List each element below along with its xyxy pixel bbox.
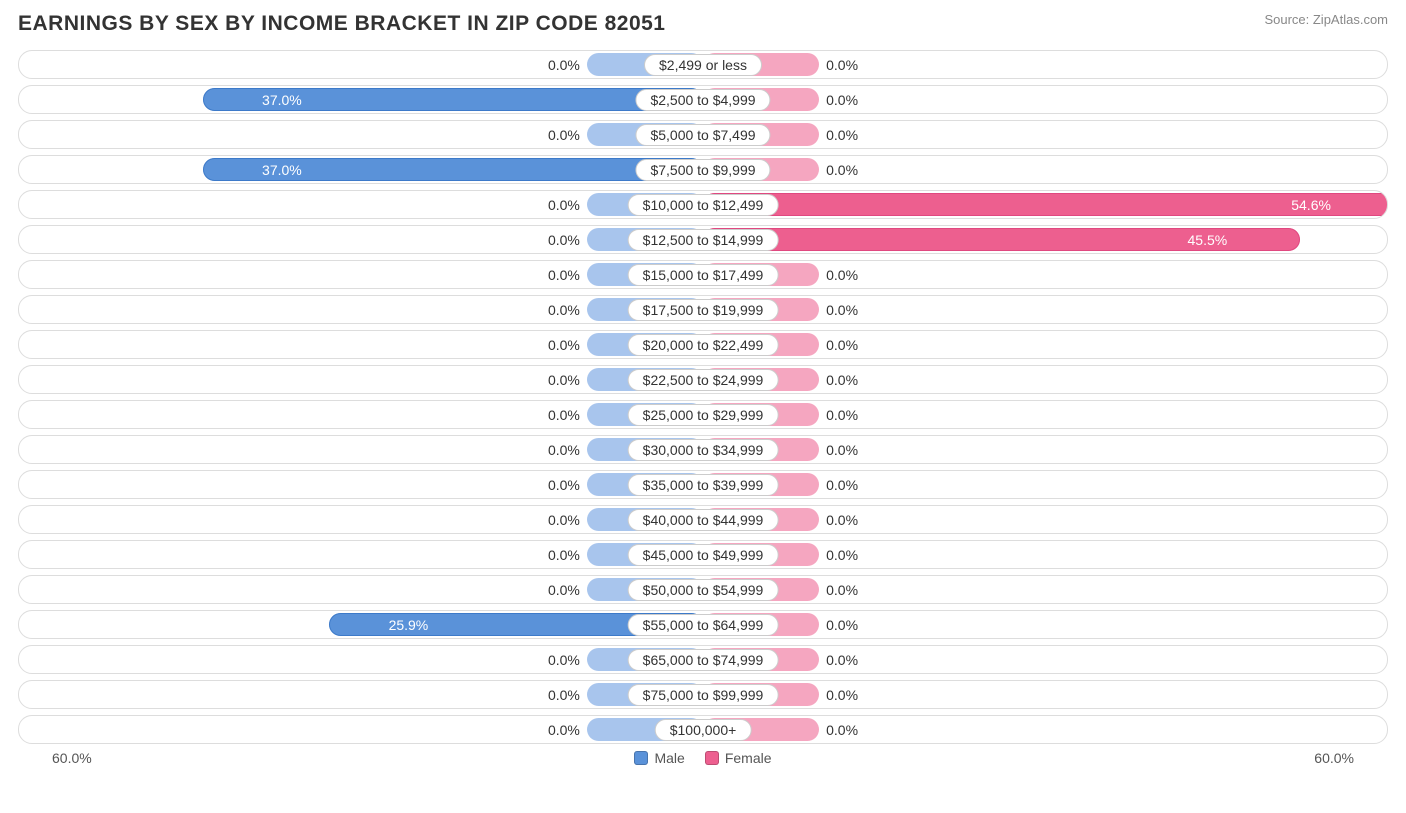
male-pct-label: 0.0% [548, 57, 580, 73]
female-pct-label: 0.0% [826, 57, 858, 73]
female-pct-label: 54.6% [1291, 197, 1331, 213]
male-pct-label: 0.0% [548, 442, 580, 458]
chart-row: 0.0% 0.0% $25,000 to $29,999 [18, 400, 1388, 429]
male-pct-label: 0.0% [548, 232, 580, 248]
chart-row: 0.0% 0.0% $40,000 to $44,999 [18, 505, 1388, 534]
category-label: $5,000 to $7,499 [635, 124, 770, 146]
chart-row: 0.0% 0.0% $100,000+ [18, 715, 1388, 744]
male-pct-label: 0.0% [548, 267, 580, 283]
chart-row: 0.0% 0.0% $22,500 to $24,999 [18, 365, 1388, 394]
category-label: $22,500 to $24,999 [628, 369, 779, 391]
male-pct-label: 0.0% [548, 372, 580, 388]
female-pct-label: 0.0% [826, 337, 858, 353]
category-label: $100,000+ [655, 719, 752, 741]
male-pct-label: 0.0% [548, 127, 580, 143]
category-label: $2,499 or less [644, 54, 762, 76]
female-pct-label: 45.5% [1188, 232, 1228, 248]
chart-legend: Male Female [634, 750, 771, 766]
category-label: $15,000 to $17,499 [628, 264, 779, 286]
female-pct-label: 0.0% [826, 442, 858, 458]
chart-row: 0.0% 0.0% $15,000 to $17,499 [18, 260, 1388, 289]
female-pct-label: 0.0% [826, 477, 858, 493]
category-label: $12,500 to $14,999 [628, 229, 779, 251]
category-label: $75,000 to $99,999 [628, 684, 779, 706]
chart-row: 0.0% 0.0% $20,000 to $22,499 [18, 330, 1388, 359]
category-label: $10,000 to $12,499 [628, 194, 779, 216]
chart-row: 0.0% 0.0% $17,500 to $19,999 [18, 295, 1388, 324]
male-pct-label: 0.0% [548, 512, 580, 528]
male-pct-label: 0.0% [548, 687, 580, 703]
female-pct-label: 0.0% [826, 302, 858, 318]
category-label: $45,000 to $49,999 [628, 544, 779, 566]
legend-item-male: Male [634, 750, 684, 766]
male-pct-label: 0.0% [548, 582, 580, 598]
category-label: $55,000 to $64,999 [628, 614, 779, 636]
male-pct-label: 37.0% [262, 162, 302, 178]
chart-header: EARNINGS BY SEX BY INCOME BRACKET IN ZIP… [18, 12, 1388, 36]
female-pct-label: 0.0% [826, 162, 858, 178]
male-pct-label: 0.0% [548, 407, 580, 423]
female-bar-value [703, 193, 1388, 216]
male-pct-label: 0.0% [548, 652, 580, 668]
category-label: $35,000 to $39,999 [628, 474, 779, 496]
axis-max-right: 60.0% [1314, 750, 1354, 766]
chart-footer: 60.0% Male Female 60.0% [18, 750, 1388, 766]
chart-row: 25.9% 0.0% $55,000 to $64,999 [18, 610, 1388, 639]
chart-source: Source: ZipAtlas.com [1264, 12, 1388, 27]
axis-max-left: 60.0% [52, 750, 92, 766]
female-pct-label: 0.0% [826, 722, 858, 738]
male-pct-label: 25.9% [389, 617, 429, 633]
chart-row: 0.0% 0.0% $65,000 to $74,999 [18, 645, 1388, 674]
chart-row: 0.0% 54.6% $10,000 to $12,499 [18, 190, 1388, 219]
legend-label-female: Female [725, 750, 772, 766]
female-pct-label: 0.0% [826, 547, 858, 563]
chart-title: EARNINGS BY SEX BY INCOME BRACKET IN ZIP… [18, 12, 665, 36]
category-label: $65,000 to $74,999 [628, 649, 779, 671]
legend-swatch-male [634, 751, 648, 765]
category-label: $2,500 to $4,999 [635, 89, 770, 111]
diverging-bar-chart: 0.0% 0.0% $2,499 or less 37.0% 0.0% $2,500 to… [18, 50, 1388, 744]
chart-row: 0.0% 0.0% $75,000 to $99,999 [18, 680, 1388, 709]
chart-row: 0.0% 0.0% $45,000 to $49,999 [18, 540, 1388, 569]
category-label: $17,500 to $19,999 [628, 299, 779, 321]
female-pct-label: 0.0% [826, 372, 858, 388]
female-pct-label: 0.0% [826, 582, 858, 598]
category-label: $25,000 to $29,999 [628, 404, 779, 426]
female-pct-label: 0.0% [826, 407, 858, 423]
male-pct-label: 37.0% [262, 92, 302, 108]
female-pct-label: 0.0% [826, 267, 858, 283]
chart-row: 0.0% 0.0% $30,000 to $34,999 [18, 435, 1388, 464]
chart-row: 37.0% 0.0% $7,500 to $9,999 [18, 155, 1388, 184]
male-pct-label: 0.0% [548, 547, 580, 563]
male-pct-label: 0.0% [548, 722, 580, 738]
category-label: $20,000 to $22,499 [628, 334, 779, 356]
male-pct-label: 0.0% [548, 197, 580, 213]
category-label: $7,500 to $9,999 [635, 159, 770, 181]
category-label: $40,000 to $44,999 [628, 509, 779, 531]
female-pct-label: 0.0% [826, 512, 858, 528]
male-pct-label: 0.0% [548, 302, 580, 318]
legend-label-male: Male [654, 750, 684, 766]
legend-item-female: Female [705, 750, 772, 766]
category-label: $50,000 to $54,999 [628, 579, 779, 601]
female-pct-label: 0.0% [826, 617, 858, 633]
chart-row: 0.0% 0.0% $5,000 to $7,499 [18, 120, 1388, 149]
chart-row: 0.0% 0.0% $50,000 to $54,999 [18, 575, 1388, 604]
chart-row: 0.0% 0.0% $2,499 or less [18, 50, 1388, 79]
chart-row: 0.0% 45.5% $12,500 to $14,999 [18, 225, 1388, 254]
male-pct-label: 0.0% [548, 477, 580, 493]
female-pct-label: 0.0% [826, 687, 858, 703]
category-label: $30,000 to $34,999 [628, 439, 779, 461]
chart-row: 37.0% 0.0% $2,500 to $4,999 [18, 85, 1388, 114]
chart-row: 0.0% 0.0% $35,000 to $39,999 [18, 470, 1388, 499]
legend-swatch-female [705, 751, 719, 765]
female-pct-label: 0.0% [826, 652, 858, 668]
female-pct-label: 0.0% [826, 92, 858, 108]
female-pct-label: 0.0% [826, 127, 858, 143]
male-pct-label: 0.0% [548, 337, 580, 353]
